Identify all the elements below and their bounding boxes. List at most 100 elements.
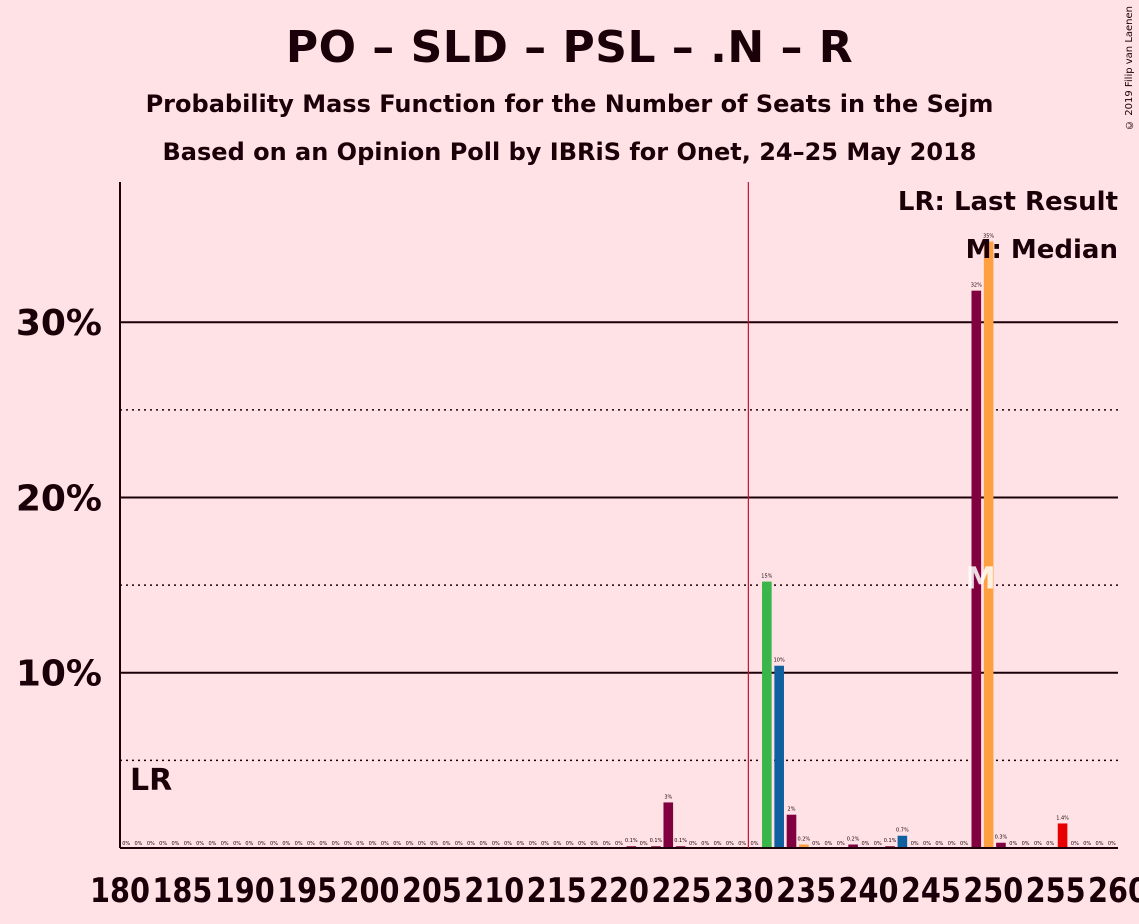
y-tick-label: 20%: [16, 478, 102, 519]
bar-zero-label: 0%: [615, 841, 623, 847]
bar-zero-label: 0%: [553, 841, 561, 847]
x-tick-label: 260: [1088, 871, 1139, 911]
bar-value-label: 10%: [774, 658, 785, 664]
bar-value-label: 15%: [761, 574, 772, 580]
bar-zero-label: 0%: [270, 841, 278, 847]
x-tick-label: 200: [340, 871, 400, 911]
bar-zero-label: 0%: [948, 841, 956, 847]
bar-zero-label: 0%: [911, 841, 919, 847]
chart-title: PO – SLD – PSL – .N – R: [285, 22, 854, 73]
bar: [996, 842, 1006, 848]
bar-value-label: 0.1%: [650, 838, 663, 844]
bar-zero-label: 0%: [344, 841, 352, 847]
bar-zero-label: 0%: [812, 841, 820, 847]
bar-zero-label: 0%: [935, 841, 943, 847]
bar-zero-label: 0%: [1096, 841, 1104, 847]
bar-zero-label: 0%: [381, 841, 389, 847]
bar-zero-label: 0%: [590, 841, 598, 847]
bar-zero-label: 0%: [480, 841, 488, 847]
x-tick-label: 215: [527, 871, 587, 911]
bar: [663, 802, 674, 848]
bar-zero-label: 0%: [726, 841, 734, 847]
bar-series: 0.1% 0.1% 3% 0.1% 15% 10% 2% 0.2% 0.2% 0.1% 0.7% 32…: [625, 234, 1069, 848]
bar-value-label: 0.1%: [625, 838, 638, 844]
x-tick-label: 205: [402, 871, 462, 911]
bar-zero-label: 0%: [430, 841, 438, 847]
bar-zero-label: 0%: [135, 841, 143, 847]
x-tick-label: 180: [90, 871, 150, 911]
bar-zero-label: 0%: [1108, 841, 1116, 847]
bar-zero-label: 0%: [701, 841, 709, 847]
y-tick-label: 10%: [16, 654, 102, 695]
x-tick-label: 185: [152, 871, 212, 911]
bar-value-label: 0.2%: [847, 836, 860, 842]
bar-zero-label: 0%: [443, 841, 451, 847]
x-tick-label: 190: [215, 871, 275, 911]
bar-zero-label: 0%: [356, 841, 364, 847]
axes: [119, 182, 1118, 849]
bar-zero-label: 0%: [245, 841, 253, 847]
bar: [848, 844, 858, 848]
chart-subtitle: Probability Mass Function for the Number…: [145, 90, 994, 118]
bar-zero-label: 0%: [282, 841, 290, 847]
bar: [762, 581, 772, 848]
grid-lines: [120, 321, 1118, 762]
bar-zero-label: 0%: [467, 841, 475, 847]
bar-zero-label: 0%: [529, 841, 537, 847]
bar-zero-label: 0%: [689, 841, 697, 847]
bar-zero-label: 0%: [837, 841, 845, 847]
x-tick-label: 220: [589, 871, 649, 911]
bar: [1057, 823, 1068, 848]
y-tick-labels: 10% 20% 30%: [16, 303, 102, 695]
bar-zero-label: 0%: [319, 841, 327, 847]
bar-value-label: 2%: [788, 807, 796, 813]
bar-zero-label: 0%: [147, 841, 155, 847]
bar-zero-label: 0%: [1009, 841, 1017, 847]
bar: [983, 241, 994, 848]
legend-median: M: Median: [966, 235, 1118, 265]
bar-zero-label: 0%: [221, 841, 229, 847]
bar-value-label: 35%: [983, 234, 994, 240]
bar: [786, 814, 797, 848]
bar-zero-label: 0%: [874, 841, 882, 847]
bar-value-label: 0.2%: [797, 836, 810, 842]
median-marker: M: [966, 562, 996, 597]
bar-zero-label: 0%: [603, 841, 611, 847]
bar-zero-label: 0%: [960, 841, 968, 847]
bar: [897, 835, 908, 848]
bar-zero-label: 0%: [159, 841, 167, 847]
x-tick-label: 210: [464, 871, 524, 911]
x-tick-label: 240: [839, 871, 899, 911]
bar-zero-label: 0%: [1083, 841, 1091, 847]
x-tick-label: 195: [277, 871, 337, 911]
zero-labels: 0% 0% 0% 0% 0% 0% 0% 0% 0% 0% 0% 0% 0% 0% 0% 0% 0% 0% 0% 0%…: [122, 841, 1116, 847]
bar: [774, 665, 784, 848]
bar: [971, 290, 982, 848]
bar-zero-label: 0%: [516, 841, 524, 847]
bar-value-label: 32%: [971, 283, 982, 289]
bar-value-label: 0.3%: [995, 835, 1008, 841]
bar-zero-label: 0%: [824, 841, 832, 847]
bar: [799, 844, 809, 848]
bar-zero-label: 0%: [208, 841, 216, 847]
x-tick-label: 255: [1026, 871, 1086, 911]
bar-zero-label: 0%: [492, 841, 500, 847]
bar-zero-label: 0%: [393, 841, 401, 847]
legend-last-result: LR: Last Result: [898, 187, 1118, 217]
y-tick-label: 30%: [16, 303, 102, 344]
bar-zero-label: 0%: [455, 841, 463, 847]
bar-zero-label: 0%: [418, 841, 426, 847]
x-tick-labels: 180 185 190 195 200 205 210 215 220 225 230 235 240 2…: [90, 871, 1139, 911]
bar-zero-label: 0%: [738, 841, 746, 847]
bar-zero-label: 0%: [258, 841, 266, 847]
last-result-marker: LR: [130, 763, 172, 798]
bar-value-label: 0.7%: [896, 828, 909, 834]
bar-zero-label: 0%: [406, 841, 414, 847]
bar-zero-label: 0%: [233, 841, 241, 847]
x-tick-label: 245: [901, 871, 961, 911]
x-tick-label: 235: [776, 871, 836, 911]
bar-zero-label: 0%: [184, 841, 192, 847]
bar-zero-label: 0%: [1022, 841, 1030, 847]
bar-value-label: 1.4%: [1056, 815, 1069, 821]
